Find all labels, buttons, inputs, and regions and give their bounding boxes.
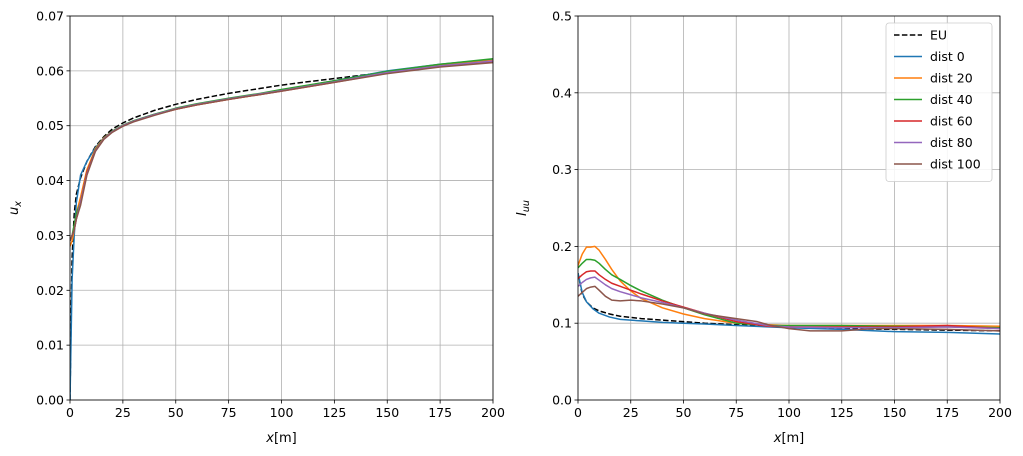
- x-tick-label: 100: [777, 405, 801, 420]
- x-axis-variable: x: [773, 431, 782, 446]
- y-axis-label: ux: [7, 201, 24, 215]
- x-tick-label: 125: [322, 405, 346, 420]
- legend-label: EU: [930, 28, 947, 43]
- legend-label: dist 60: [930, 114, 973, 129]
- y-tick-label: 0.1: [552, 316, 572, 331]
- x-tick-label: 50: [168, 405, 184, 420]
- right-chart-panel: 0 25 50 75 100 125 150 175 200 0.0 0.1 0.2 0.3 0.4 0.5…: [515, 9, 1012, 447]
- y-axis-subscript: uu: [521, 200, 532, 212]
- y-tick-label: 0.03: [36, 228, 64, 243]
- series-line-eu: [70, 59, 493, 400]
- x-tick-label: 175: [428, 405, 452, 420]
- x-tick-label: 75: [728, 405, 744, 420]
- series-line-dist-100: [70, 61, 493, 242]
- legend-label: dist 100: [930, 157, 981, 172]
- y-tick-label: 0.0: [552, 393, 572, 408]
- legend-label: dist 20: [930, 71, 973, 86]
- y-tick-label: 0.01: [36, 338, 64, 353]
- x-tick-label: 0: [574, 405, 582, 420]
- x-tick-label: 0: [66, 405, 74, 420]
- series-line-dist-80: [578, 276, 1000, 330]
- y-axis-variable: u: [7, 207, 22, 215]
- y-tick-label: 0.4: [552, 85, 572, 100]
- legend-label: dist 80: [930, 135, 973, 150]
- y-axis-variable: I: [515, 212, 530, 216]
- x-tick-label: 75: [221, 405, 237, 420]
- x-tick-label: 200: [988, 405, 1012, 420]
- x-tick-label: 50: [676, 405, 692, 420]
- x-tick-label: 25: [115, 405, 131, 420]
- y-tick-label: 0.06: [36, 63, 64, 78]
- x-tick-label: 150: [375, 405, 399, 420]
- x-axis-unit: [m]: [274, 431, 297, 446]
- y-tick-label: 0.00: [36, 393, 64, 408]
- series-line-dist-100: [578, 285, 1000, 332]
- x-tick-label: 175: [935, 405, 959, 420]
- x-tick-label: 25: [623, 405, 639, 420]
- x-axis-variable: x: [265, 431, 274, 446]
- y-tick-label: 0.05: [36, 118, 64, 133]
- y-tick-label: 0.07: [36, 9, 64, 24]
- x-tick-label: 125: [830, 405, 854, 420]
- legend-label: dist 0: [930, 49, 965, 64]
- x-tick-label: 100: [270, 405, 294, 420]
- legend: EU dist 0 dist 20 dist 40 dist 60 dist 80 dist…: [885, 22, 993, 182]
- legend-label: dist 40: [930, 92, 973, 107]
- y-axis-subscript: x: [13, 201, 24, 208]
- y-tick-label: 0.3: [552, 162, 572, 177]
- y-tick-label: 0.2: [552, 239, 572, 254]
- x-tick-label: 200: [481, 405, 505, 420]
- x-axis-unit: [m]: [781, 431, 804, 446]
- series-line-dist-40: [578, 258, 1000, 329]
- y-axis-label: Iuu: [515, 200, 532, 216]
- y-tick-label: 0.02: [36, 283, 64, 298]
- left-chart-panel: 0 25 50 75 100 125 150 175 200 0.00 0.01 0.02 0.03 0.…: [7, 9, 505, 447]
- y-tick-label: 0.5: [552, 9, 572, 24]
- x-tick-label: 150: [883, 405, 907, 420]
- x-axis-label: x[m]: [265, 431, 297, 446]
- y-tick-label: 0.04: [36, 173, 64, 188]
- x-axis-label: x[m]: [773, 431, 805, 446]
